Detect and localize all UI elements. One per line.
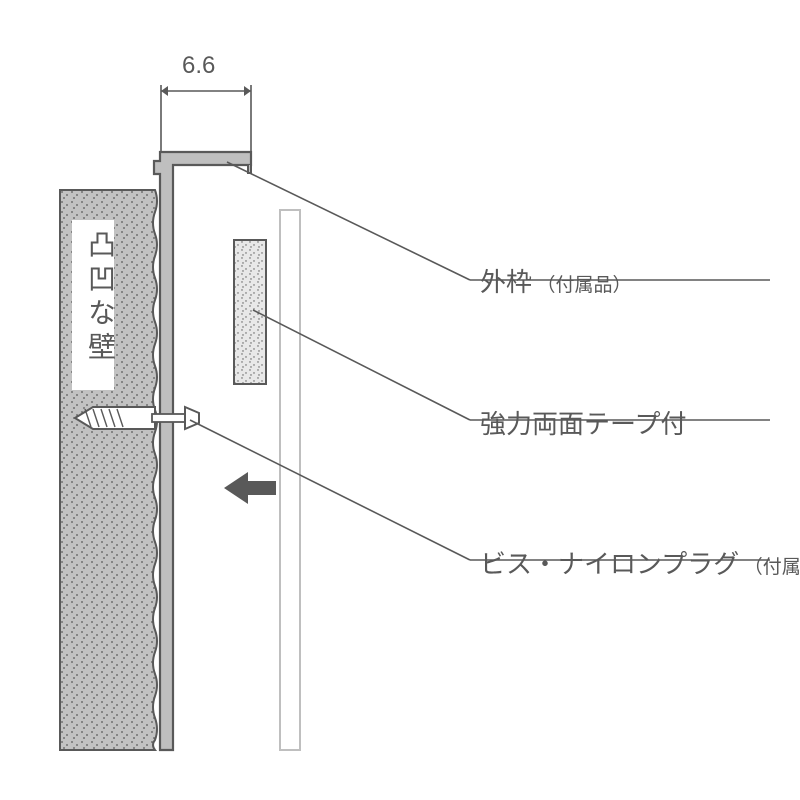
callout-tape-main: 強力両面テープ付 xyxy=(480,409,686,439)
leader-tape xyxy=(253,310,470,420)
callout-outer-frame: 外枠 （付属品） xyxy=(480,262,631,299)
callout-screw-sub: （付属品） xyxy=(744,557,800,578)
direction-arrow-icon xyxy=(224,472,276,504)
callout-outer-frame-main: 外枠 xyxy=(480,267,532,297)
panel-section xyxy=(280,210,300,750)
screw-shaft xyxy=(152,414,185,422)
callout-tape: 強力両面テープ付 xyxy=(480,404,686,441)
double-sided-tape xyxy=(234,240,266,384)
dimension-value: 6.6 xyxy=(182,52,215,80)
screw-head xyxy=(185,407,199,429)
callout-screw: ビス・ナイロンプラグ （付属品） xyxy=(480,544,800,581)
wall-label: 凸凹な壁 xyxy=(80,230,120,366)
callout-screw-main: ビス・ナイロンプラグ xyxy=(480,549,739,579)
callout-outer-frame-sub: （付属品） xyxy=(536,275,631,296)
